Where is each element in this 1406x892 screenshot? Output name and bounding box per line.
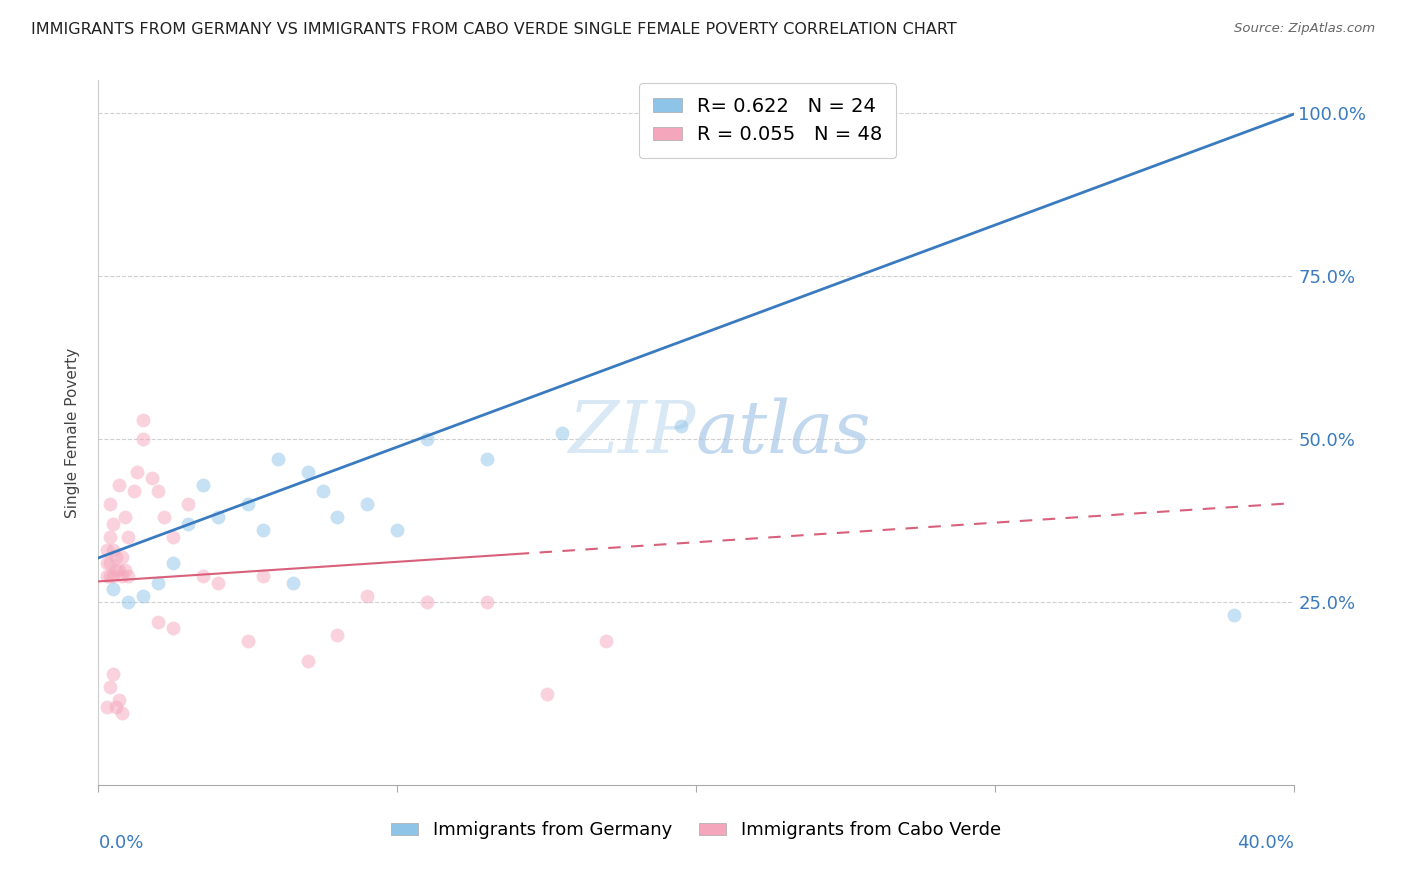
- Legend: Immigrants from Germany, Immigrants from Cabo Verde: Immigrants from Germany, Immigrants from…: [384, 814, 1008, 847]
- Point: [148, 575, 170, 590]
- Point: [177, 516, 200, 531]
- Y-axis label: Single Female Poverty: Single Female Poverty: [65, 348, 80, 517]
- Point: [153, 510, 176, 524]
- Point: [356, 589, 378, 603]
- Point: [96, 556, 118, 570]
- Point: [132, 432, 155, 446]
- Point: [297, 654, 319, 668]
- Text: 0.0%: 0.0%: [98, 834, 143, 852]
- Point: [108, 563, 131, 577]
- Point: [326, 628, 349, 642]
- Point: [475, 451, 498, 466]
- Point: [162, 621, 184, 635]
- Text: Source: ZipAtlas.com: Source: ZipAtlas.com: [1234, 22, 1375, 36]
- Point: [98, 680, 122, 694]
- Point: [96, 569, 118, 583]
- Point: [236, 497, 259, 511]
- Point: [141, 471, 163, 485]
- Point: [105, 549, 128, 564]
- Point: [162, 556, 184, 570]
- Text: atlas: atlas: [696, 397, 872, 468]
- Point: [98, 556, 122, 570]
- Point: [669, 419, 692, 434]
- Point: [103, 543, 125, 558]
- Point: [655, 106, 678, 120]
- Point: [236, 634, 259, 648]
- Point: [297, 465, 319, 479]
- Point: [105, 563, 128, 577]
- Point: [105, 699, 128, 714]
- Point: [127, 465, 149, 479]
- Point: [111, 569, 134, 583]
- Point: [550, 425, 572, 440]
- Point: [108, 478, 131, 492]
- Point: [311, 484, 333, 499]
- Point: [162, 530, 184, 544]
- Point: [103, 582, 125, 597]
- Point: [385, 524, 409, 538]
- Point: [148, 484, 170, 499]
- Point: [281, 575, 304, 590]
- Point: [191, 569, 214, 583]
- Point: [132, 589, 155, 603]
- Point: [148, 615, 170, 629]
- Point: [117, 595, 139, 609]
- Point: [655, 106, 678, 120]
- Point: [117, 569, 139, 583]
- Point: [96, 543, 118, 558]
- Point: [207, 510, 229, 524]
- Point: [114, 563, 136, 577]
- Point: [416, 595, 439, 609]
- Point: [252, 569, 274, 583]
- Point: [267, 451, 290, 466]
- Point: [356, 497, 378, 511]
- Point: [124, 484, 146, 499]
- Point: [114, 510, 136, 524]
- Point: [103, 516, 125, 531]
- Point: [117, 530, 139, 544]
- Point: [103, 667, 125, 681]
- Point: [207, 575, 229, 590]
- Point: [595, 634, 617, 648]
- Point: [475, 595, 498, 609]
- Point: [98, 569, 122, 583]
- Point: [98, 497, 122, 511]
- Point: [98, 530, 122, 544]
- Point: [111, 706, 134, 721]
- Point: [132, 412, 155, 426]
- Point: [103, 569, 125, 583]
- Text: IMMIGRANTS FROM GERMANY VS IMMIGRANTS FROM CABO VERDE SINGLE FEMALE POVERTY CORR: IMMIGRANTS FROM GERMANY VS IMMIGRANTS FR…: [31, 22, 956, 37]
- Point: [326, 510, 349, 524]
- Point: [536, 687, 558, 701]
- Text: 40.0%: 40.0%: [1237, 834, 1294, 852]
- Point: [191, 478, 214, 492]
- Point: [108, 693, 131, 707]
- Point: [252, 524, 274, 538]
- Point: [1223, 608, 1246, 623]
- Point: [111, 549, 134, 564]
- Point: [416, 432, 439, 446]
- Text: ZIP: ZIP: [568, 397, 696, 468]
- Point: [177, 497, 200, 511]
- Point: [96, 699, 118, 714]
